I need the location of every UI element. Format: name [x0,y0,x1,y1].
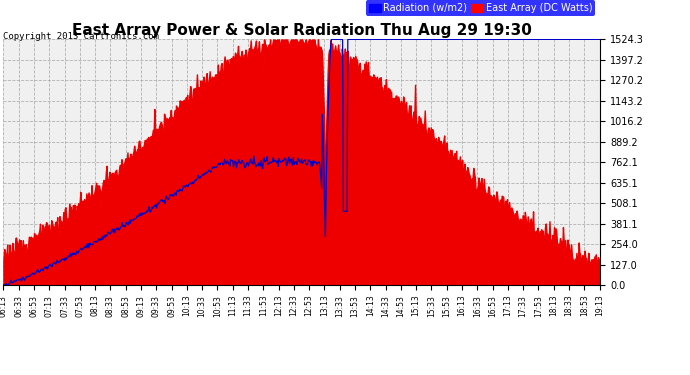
Title: East Array Power & Solar Radiation Thu Aug 29 19:30: East Array Power & Solar Radiation Thu A… [72,23,532,38]
Legend: Radiation (w/m2), East Array (DC Watts): Radiation (w/m2), East Array (DC Watts) [366,0,595,16]
Text: Copyright 2013 Cartronics.com: Copyright 2013 Cartronics.com [3,32,159,41]
